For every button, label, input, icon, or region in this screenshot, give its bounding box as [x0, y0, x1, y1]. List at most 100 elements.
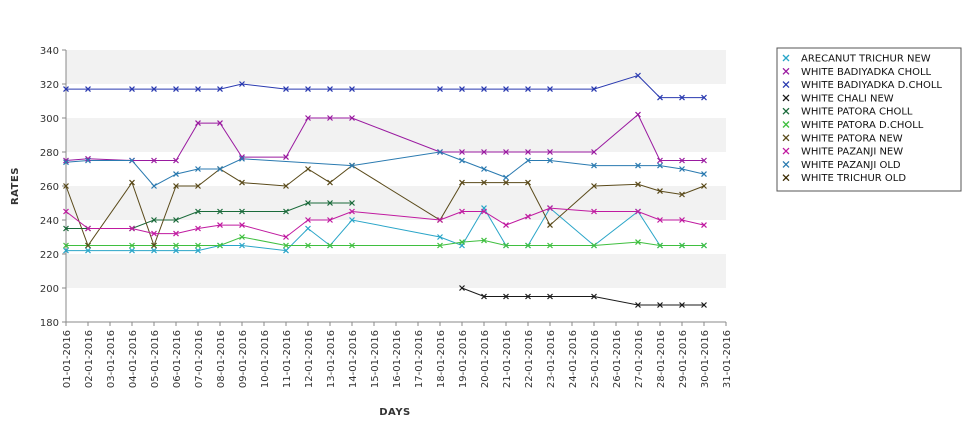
data-point — [173, 217, 179, 223]
data-point — [349, 242, 355, 249]
data-point — [283, 247, 289, 254]
data-point — [129, 86, 135, 93]
data-point — [525, 157, 531, 164]
data-point — [437, 242, 443, 249]
data-point — [591, 208, 597, 215]
x-tick-label: 17-01-2016 — [414, 330, 425, 388]
x-tick-label: 29-01-2016 — [678, 330, 689, 388]
x-axis-ticks: 01-01-2016 02-01-2016 03-01-2016 04-01-2016… — [62, 322, 733, 388]
data-point — [481, 293, 487, 300]
y-tick-label: 200 — [40, 284, 59, 295]
grid-band — [66, 152, 726, 186]
x-tick-label: 24-01-2016 — [568, 330, 579, 388]
legend-item: WHITE PAZANJI OLD — [782, 160, 901, 171]
data-point — [701, 222, 707, 229]
data-point — [481, 208, 487, 215]
data-point — [217, 208, 223, 215]
x-tick-label: 04-01-2016 — [128, 330, 139, 388]
data-point — [349, 162, 355, 169]
data-point — [635, 162, 641, 169]
data-point — [635, 239, 641, 246]
data-point — [85, 242, 91, 249]
data-point — [503, 86, 509, 93]
y-tick-label: 320 — [40, 80, 59, 91]
data-point — [283, 242, 289, 249]
data-point — [63, 86, 69, 93]
data-point — [283, 86, 289, 93]
data-point — [481, 166, 487, 172]
data-point — [657, 162, 663, 169]
data-point — [591, 293, 597, 300]
legend-item: WHITE BADIYADKA CHOLL — [782, 67, 932, 78]
data-point — [503, 242, 509, 249]
data-point — [591, 162, 597, 169]
data-point — [173, 247, 179, 254]
data-point — [195, 86, 201, 93]
data-point — [239, 155, 245, 162]
data-point — [151, 183, 157, 189]
data-point — [283, 183, 289, 189]
legend-item: WHITE TRICHUR OLD — [782, 173, 906, 184]
data-point — [525, 293, 531, 300]
data-point — [151, 217, 157, 223]
x-tick-label: 02-01-2016 — [84, 330, 95, 388]
x-tick-label: 28-01-2016 — [656, 330, 667, 388]
x-tick-label: 03-01-2016 — [106, 330, 117, 388]
plot-background-bands — [66, 50, 726, 322]
legend-item: ARECANUT TRICHUR NEW — [782, 54, 931, 65]
data-point — [151, 157, 157, 164]
legend-label: WHITE PATORA CHOLL — [801, 107, 913, 118]
data-point — [129, 242, 135, 249]
data-point — [701, 302, 707, 308]
data-point — [85, 247, 91, 254]
legend-box — [776, 47, 962, 192]
data-point — [481, 86, 487, 93]
x-tick-label: 08-01-2016 — [216, 330, 227, 388]
data-point — [283, 154, 289, 161]
data-point — [173, 183, 179, 189]
series-markers — [63, 72, 707, 308]
data-point — [525, 213, 531, 220]
data-point — [679, 242, 685, 249]
data-point — [349, 208, 355, 215]
data-point — [657, 94, 663, 101]
legend-label: WHITE PATORA NEW — [801, 133, 903, 144]
data-point — [349, 200, 355, 206]
data-point — [679, 191, 685, 198]
data-point — [217, 242, 223, 249]
data-point — [437, 149, 443, 155]
series-line — [65, 151, 705, 187]
data-point — [547, 293, 553, 300]
data-point — [525, 179, 531, 186]
data-point — [701, 94, 707, 101]
data-point — [305, 242, 311, 249]
legend-label: WHITE PAZANJI NEW — [801, 147, 903, 158]
legend-label: WHITE CHALI NEW — [801, 93, 894, 104]
data-point — [195, 247, 201, 254]
data-point — [635, 181, 641, 188]
legend-item: WHITE PATORA CHOLL — [782, 107, 913, 118]
grid-band — [66, 220, 726, 254]
x-tick-label: 14-01-2016 — [348, 330, 359, 388]
data-point — [349, 115, 355, 121]
y-tick-label: 260 — [40, 182, 59, 193]
x-tick-label: 11-01-2016 — [282, 330, 293, 388]
legend-label: WHITE BADIYADKA CHOLL — [801, 67, 932, 78]
data-point — [85, 225, 91, 232]
data-point — [503, 293, 509, 300]
data-point — [63, 242, 69, 249]
x-tick-label: 25-01-2016 — [590, 330, 601, 388]
data-point — [173, 171, 179, 178]
data-point — [173, 230, 179, 237]
data-point — [459, 208, 465, 215]
x-tick-label: 23-01-2016 — [546, 330, 557, 388]
x-tick-label: 30-01-2016 — [700, 330, 711, 388]
data-point — [151, 247, 157, 254]
legend-label: WHITE TRICHUR OLD — [801, 173, 906, 184]
data-point — [657, 242, 663, 249]
y-tick-label: 300 — [40, 114, 59, 125]
data-point — [547, 149, 553, 155]
data-point — [195, 183, 201, 189]
x-tick-label: 07-01-2016 — [194, 330, 205, 388]
data-point — [217, 86, 223, 93]
